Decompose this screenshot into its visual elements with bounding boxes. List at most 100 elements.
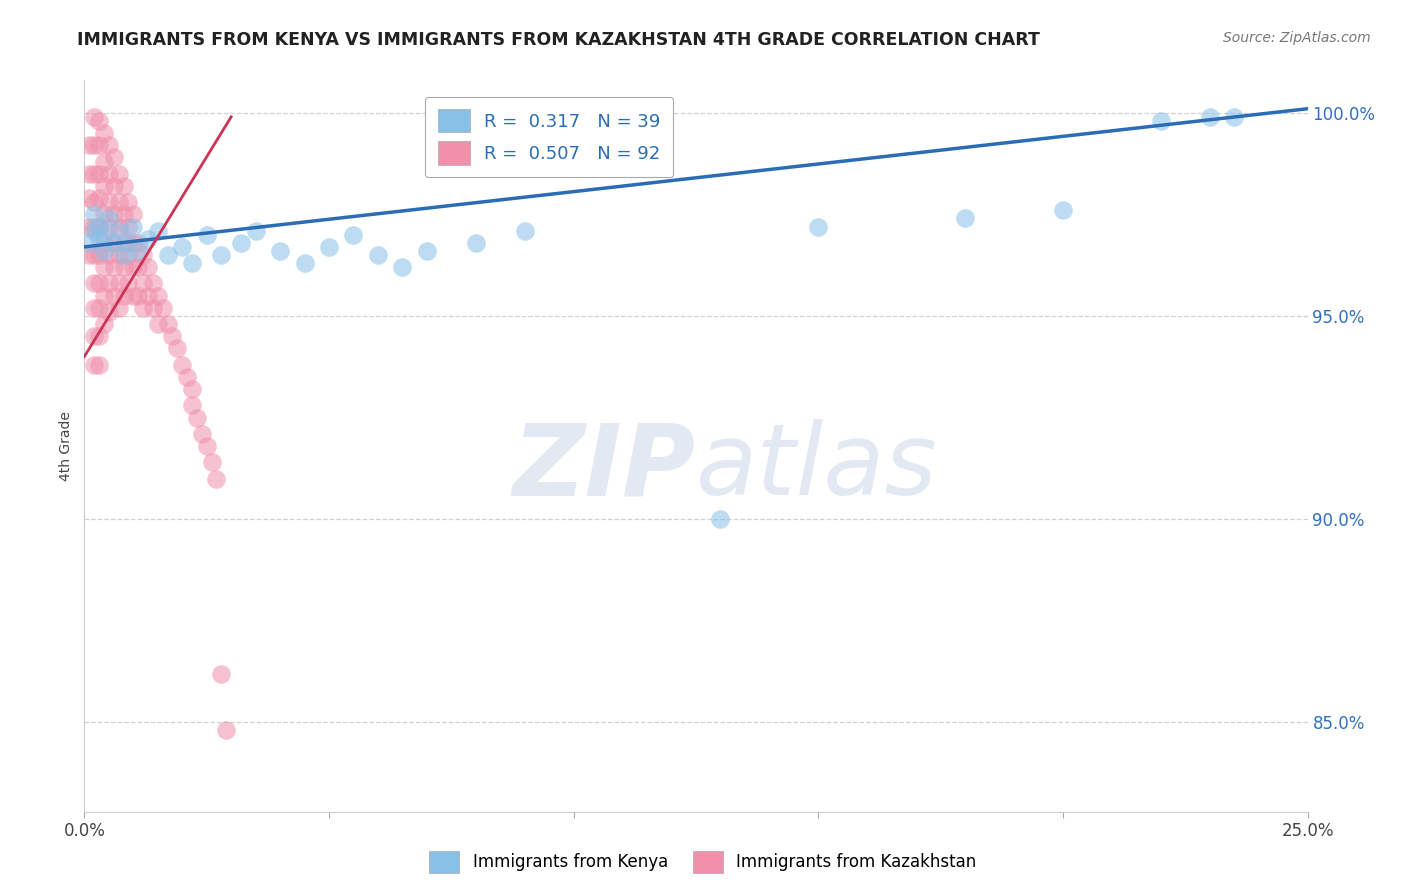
Point — [87, 277, 110, 291]
Point — [318, 240, 340, 254]
Point — [83, 301, 105, 315]
Point — [195, 227, 218, 242]
Point — [112, 235, 135, 250]
Point — [176, 370, 198, 384]
Point — [97, 305, 120, 319]
Point — [127, 288, 149, 302]
Point — [709, 512, 731, 526]
Point — [107, 248, 129, 262]
Point — [83, 219, 105, 234]
Point — [87, 232, 110, 246]
Point — [97, 167, 120, 181]
Text: IMMIGRANTS FROM KENYA VS IMMIGRANTS FROM KAZAKHSTAN 4TH GRADE CORRELATION CHART: IMMIGRANTS FROM KENYA VS IMMIGRANTS FROM… — [77, 31, 1040, 49]
Point — [416, 244, 439, 258]
Point — [127, 244, 149, 258]
Point — [146, 224, 169, 238]
Point — [166, 342, 188, 356]
Point — [107, 167, 129, 181]
Point — [112, 288, 135, 302]
Point — [122, 207, 145, 221]
Point — [127, 260, 149, 275]
Legend: R =  0.317   N = 39, R =  0.507   N = 92: R = 0.317 N = 39, R = 0.507 N = 92 — [425, 96, 673, 178]
Point — [1198, 110, 1220, 124]
Point — [162, 329, 184, 343]
Point — [229, 235, 252, 250]
Point — [93, 126, 115, 140]
Point — [87, 329, 110, 343]
Point — [142, 301, 165, 315]
Point — [186, 410, 208, 425]
Point — [136, 288, 159, 302]
Point — [172, 240, 194, 254]
Point — [112, 178, 135, 193]
Legend: Immigrants from Kenya, Immigrants from Kazakhstan: Immigrants from Kenya, Immigrants from K… — [423, 845, 983, 880]
Point — [132, 248, 155, 262]
Point — [112, 248, 135, 262]
Point — [107, 219, 129, 234]
Point — [107, 224, 129, 238]
Text: ZIP: ZIP — [513, 419, 696, 516]
Point — [97, 219, 120, 234]
Point — [93, 244, 115, 258]
Point — [156, 317, 179, 331]
Point — [1052, 203, 1074, 218]
Point — [209, 666, 232, 681]
Point — [342, 227, 364, 242]
Point — [156, 248, 179, 262]
Point — [117, 235, 139, 250]
Point — [1150, 114, 1173, 128]
Point — [77, 191, 100, 205]
Point — [93, 317, 115, 331]
Point — [205, 471, 228, 485]
Point — [367, 248, 389, 262]
Point — [107, 277, 129, 291]
Point — [93, 235, 115, 250]
Point — [107, 301, 129, 315]
Point — [146, 317, 169, 331]
Point — [83, 224, 105, 238]
Point — [83, 358, 105, 372]
Point — [97, 195, 120, 210]
Text: atlas: atlas — [696, 419, 938, 516]
Point — [807, 219, 830, 234]
Point — [195, 439, 218, 453]
Point — [117, 195, 139, 210]
Point — [93, 154, 115, 169]
Point — [122, 219, 145, 234]
Point — [93, 178, 115, 193]
Point — [103, 288, 125, 302]
Point — [77, 235, 100, 250]
Point — [112, 260, 135, 275]
Point — [77, 248, 100, 262]
Point — [87, 301, 110, 315]
Point — [93, 288, 115, 302]
Point — [117, 277, 139, 291]
Point — [1223, 110, 1246, 124]
Point — [87, 358, 110, 372]
Point — [87, 138, 110, 153]
Point — [127, 235, 149, 250]
Point — [142, 277, 165, 291]
Point — [245, 224, 267, 238]
Point — [83, 248, 105, 262]
Point — [181, 398, 204, 412]
Point — [97, 277, 120, 291]
Point — [87, 219, 110, 234]
Y-axis label: 4th Grade: 4th Grade — [59, 411, 73, 481]
Point — [132, 277, 155, 291]
Point — [83, 167, 105, 181]
Point — [87, 191, 110, 205]
Point — [87, 114, 110, 128]
Point — [77, 219, 100, 234]
Point — [103, 260, 125, 275]
Point — [97, 138, 120, 153]
Point — [464, 235, 486, 250]
Point — [107, 195, 129, 210]
Point — [87, 248, 110, 262]
Point — [87, 219, 110, 234]
Point — [181, 382, 204, 396]
Point — [83, 110, 105, 124]
Point — [87, 167, 110, 181]
Point — [112, 207, 135, 221]
Point — [122, 288, 145, 302]
